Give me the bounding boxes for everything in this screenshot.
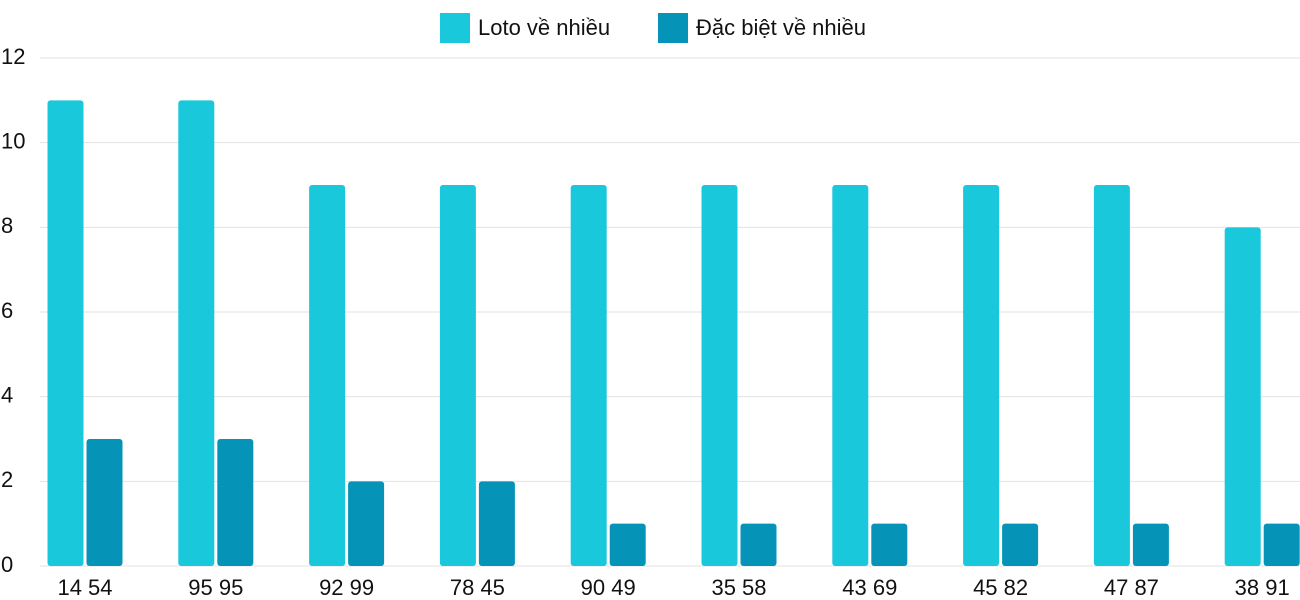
x-tick-label: 43 69	[842, 575, 897, 600]
x-tick-label: 35 58	[711, 575, 766, 600]
bar	[832, 185, 869, 566]
y-tick-label: 12	[1, 44, 25, 69]
y-tick-label: 10	[1, 128, 25, 153]
y-tick-label: 0	[1, 552, 13, 577]
bar	[963, 185, 1000, 566]
bar	[740, 523, 777, 566]
bar	[1263, 523, 1300, 566]
bar	[178, 100, 215, 566]
legend-label: Đặc biệt về nhiều	[696, 15, 866, 40]
bar	[701, 185, 738, 566]
bar	[348, 481, 385, 566]
bar	[309, 185, 346, 566]
bar	[47, 100, 84, 566]
legend-swatch	[440, 13, 470, 43]
y-tick-label: 2	[1, 467, 13, 492]
x-tick-label: 14 54	[57, 575, 112, 600]
legend-label: Loto về nhiều	[478, 15, 610, 40]
bar	[217, 439, 254, 566]
legend-swatch	[658, 13, 688, 43]
bar	[478, 481, 515, 566]
bar	[439, 185, 476, 566]
y-tick-label: 6	[1, 298, 13, 323]
bar	[1132, 523, 1169, 566]
y-tick-label: 8	[1, 213, 13, 238]
x-tick-label: 45 82	[973, 575, 1028, 600]
y-tick-label: 4	[1, 382, 13, 407]
x-tick-label: 47 87	[1104, 575, 1159, 600]
x-tick-label: 92 99	[319, 575, 374, 600]
bar	[609, 523, 646, 566]
bar	[1093, 185, 1130, 566]
bar	[1002, 523, 1039, 566]
x-tick-label: 95 95	[188, 575, 243, 600]
bar	[86, 439, 123, 566]
x-tick-label: 38 91	[1235, 575, 1290, 600]
bar	[871, 523, 908, 566]
bar	[1224, 227, 1261, 567]
bar	[570, 185, 607, 566]
x-tick-label: 90 49	[581, 575, 636, 600]
x-tick-label: 78 45	[450, 575, 505, 600]
